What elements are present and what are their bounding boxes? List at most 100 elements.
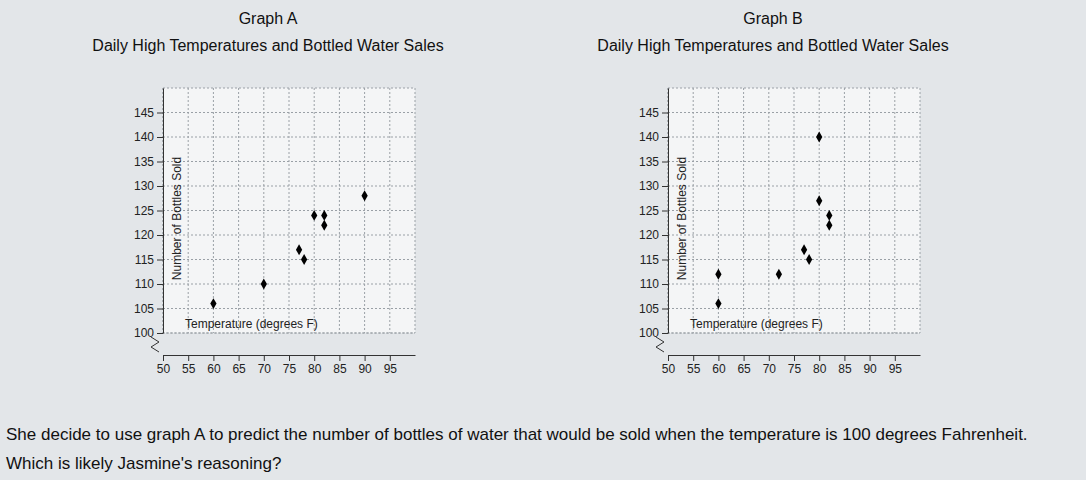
y-axis-title: Number of Bottles Sold xyxy=(170,157,184,280)
point xyxy=(301,254,307,265)
tick-label: 120 xyxy=(639,228,659,242)
tick-mark xyxy=(718,355,719,361)
grid-line xyxy=(819,88,820,333)
tick: 65 xyxy=(737,355,751,376)
points xyxy=(715,132,832,309)
tick-label: 75 xyxy=(283,362,297,376)
tick-label: 100 xyxy=(639,326,659,340)
plot-frame xyxy=(668,88,920,333)
tick: 130 xyxy=(639,179,668,193)
point xyxy=(715,298,721,309)
tick-label: 105 xyxy=(134,302,154,316)
tick-mark xyxy=(213,355,214,361)
tick-label: 65 xyxy=(232,362,246,376)
tick-mark xyxy=(662,333,668,334)
tick-label: 70 xyxy=(258,362,272,376)
grid-line xyxy=(238,88,239,333)
tick-label: 55 xyxy=(182,362,196,376)
tick-label: 60 xyxy=(712,362,726,376)
grid-line xyxy=(668,308,920,309)
tick: 135 xyxy=(639,155,668,169)
tick: 140 xyxy=(134,130,163,144)
point xyxy=(321,210,327,221)
y-axis: 100105110115120125130135140145 xyxy=(639,89,669,341)
grid-line xyxy=(163,259,415,260)
tick-label: 125 xyxy=(639,204,659,218)
grid-line xyxy=(668,112,920,113)
grid xyxy=(163,88,415,333)
tick-label: 105 xyxy=(639,302,659,316)
tick: 90 xyxy=(863,355,877,376)
tick-mark xyxy=(157,309,163,310)
grid-line xyxy=(894,88,895,333)
tick: 75 xyxy=(283,355,297,376)
tick: 50 xyxy=(662,355,676,376)
tick-mark xyxy=(157,284,163,285)
tick-mark xyxy=(794,355,795,361)
tick-label: 110 xyxy=(135,277,154,291)
tick-label: 145 xyxy=(639,106,659,120)
grid-line xyxy=(668,333,920,334)
tick: 120 xyxy=(134,228,163,242)
y-axis-title: Number of Bottles Sold xyxy=(675,157,689,280)
tick-mark xyxy=(365,355,366,361)
chart-subtitle: Daily High Temperatures and Bottled Wate… xyxy=(92,37,443,54)
x-axis-title: Temperature (degrees F) xyxy=(185,317,318,331)
tick-label: 130 xyxy=(639,179,659,193)
point xyxy=(816,132,822,143)
grid-line xyxy=(163,308,415,309)
tick: 105 xyxy=(134,302,163,316)
tick: 50 xyxy=(157,355,171,376)
tick-mark xyxy=(895,355,896,361)
tick-mark xyxy=(157,113,163,114)
grid-line xyxy=(668,161,920,162)
tick-label: 130 xyxy=(134,179,154,193)
point xyxy=(816,195,822,206)
point xyxy=(296,244,302,255)
plot-background xyxy=(668,88,920,333)
tick-mark xyxy=(157,260,163,261)
tick-label: 140 xyxy=(134,130,154,144)
grid-line xyxy=(163,284,415,285)
grid-line xyxy=(668,259,920,260)
grid-line xyxy=(163,333,415,334)
grid-line xyxy=(668,284,920,285)
tick-label: 80 xyxy=(813,362,827,376)
chart-panel: Graph BDaily High Temperatures and Bottl… xyxy=(597,10,948,376)
tick-mark xyxy=(662,113,668,114)
tick: 75 xyxy=(788,355,802,376)
tick: 85 xyxy=(838,355,852,376)
tick: 85 xyxy=(333,355,347,376)
point xyxy=(776,269,782,280)
grid-line xyxy=(668,235,920,236)
chart-title: Graph A xyxy=(239,10,298,27)
tick-label: 100 xyxy=(134,326,154,340)
x-axis: 50556065707580859095 xyxy=(157,355,416,376)
tick: 120 xyxy=(639,228,668,242)
tick-mark xyxy=(163,355,164,361)
figure: Graph A Daily High Temperatures and Bottl… xyxy=(0,0,1086,405)
tick-mark xyxy=(693,355,694,361)
tick: 125 xyxy=(639,204,668,218)
tick-label: 80 xyxy=(308,362,322,376)
tick-mark xyxy=(744,355,745,361)
grid-line xyxy=(668,137,920,138)
tick-mark xyxy=(819,355,820,361)
grid-line xyxy=(743,88,744,333)
tick-mark xyxy=(390,355,391,361)
tick-mark xyxy=(662,162,668,163)
tick: 60 xyxy=(207,355,221,376)
grid-line xyxy=(163,161,415,162)
tick-mark xyxy=(769,355,770,361)
grid-line xyxy=(163,137,415,138)
tick-mark xyxy=(662,235,668,236)
tick: 145 xyxy=(134,106,163,120)
tick-mark xyxy=(157,137,163,138)
tick: 80 xyxy=(813,355,827,376)
grid-line xyxy=(718,88,719,333)
grid xyxy=(668,88,920,333)
x-axis-title: Temperature (degrees F) xyxy=(690,317,823,331)
tick-mark xyxy=(870,355,871,361)
point xyxy=(361,190,367,201)
tick-label: 90 xyxy=(358,362,372,376)
